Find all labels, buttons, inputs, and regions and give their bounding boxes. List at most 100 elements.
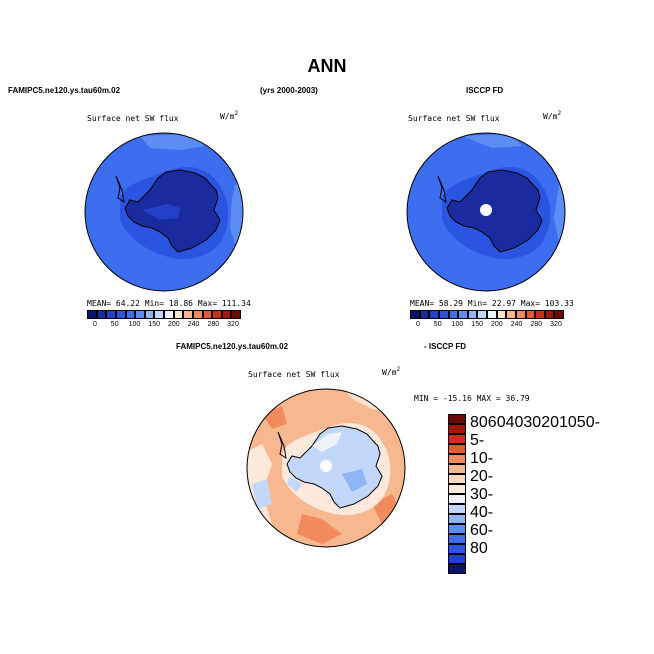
colorbar-swatch [448,524,466,534]
colorbar-swatch [467,310,478,319]
colorbar-swatch [183,310,193,319]
colorbar-tick-label: 150 [148,321,160,328]
colorbar-swatch [448,310,459,319]
colorbar-swatch [448,474,466,484]
colorbar-swatch [106,310,116,319]
colorbar-swatch [448,494,466,504]
model-colorbar [87,310,241,319]
colorbar-swatch [448,444,466,454]
colorbar-tick-label: 60 [487,414,506,431]
obs-header: ISCCP FD [466,86,504,95]
colorbar-tick-label: 10 [558,414,577,431]
obs-panel-label: Surface net SW flux [408,114,500,123]
colorbar-swatch [212,310,222,319]
colorbar-swatch [448,544,466,554]
diff-header-left: FAMIPC5.ne120.ys.tau60m.02 [176,342,289,351]
diff-stats: MIN = -15.16 MAX = 36.79 [414,394,530,403]
colorbar-swatch [125,310,136,319]
colorbar-tick-label: 280 [207,321,220,328]
model-colorbar-ticks: 0 50 100 150 200 240 280 320 [87,321,241,331]
colorbar-tick-label: 50 [110,321,119,328]
colorbar-swatch [496,310,507,319]
colorbar-swatch [554,310,564,319]
colorbar-tick-label: -30 [470,468,494,503]
diff-colorbar [448,414,466,574]
obs-polar-map [406,132,566,292]
colorbar-swatch [448,484,466,494]
colorbar-swatch [448,554,466,564]
colorbar-tick-label: 0 [585,414,595,431]
colorbar-tick-label: 30 [523,414,542,431]
colorbar-swatch [419,310,430,319]
obs-unit: W/m2 [543,110,562,121]
colorbar-tick-label: 100 [451,321,464,328]
diff-polar-map [246,388,406,548]
diff-header-right: - ISCCP FD [424,342,467,351]
colorbar-tick-label: 0 [416,321,420,328]
colorbar-swatch [438,310,449,319]
colorbar-tick-label: 0 [93,321,97,328]
colorbar-tick-label: 320 [550,321,562,328]
colorbar-swatch [525,310,536,319]
colorbar-swatch [173,310,184,319]
colorbar-swatch [458,310,468,319]
colorbar-tick-label: -40 [470,486,494,521]
colorbar-tick-label: 150 [471,321,483,328]
obs-colorbar-ticks: 0 50 100 150 200 240 280 320 [410,321,564,331]
colorbar-swatch [487,310,497,319]
model-unit: W/m2 [220,110,239,121]
colorbar-swatch [515,310,526,319]
colorbar-swatch [544,310,555,319]
colorbar-swatch [506,310,516,319]
colorbar-tick-label: 240 [187,321,200,328]
colorbar-swatch [154,310,164,319]
diff-unit: W/m2 [382,366,401,377]
colorbar-tick-label: 240 [510,321,523,328]
colorbar-swatch [192,310,203,319]
colorbar-tick-label: -10 [470,432,488,467]
model-case-header: FAMIPC5.ne120.ys.tau60m.02 [8,86,121,95]
colorbar-tick-label: 100 [128,321,141,328]
colorbar-tick-label: 320 [227,321,239,328]
obs-colorbar [410,310,564,319]
colorbar-tick-label: 200 [168,321,180,328]
colorbar-tick-label: -80 [470,522,494,557]
colorbar-tick-label: 5 [576,414,586,431]
colorbar-swatch [429,310,439,319]
colorbar-tick-label: 40 [505,414,524,431]
figure-title: ANN [307,56,347,76]
model-polar-map [84,132,244,292]
colorbar-swatch [96,310,107,319]
colorbar-tick-label: -5 [470,414,600,449]
obs-stats: MEAN= 58.29 Min= 22.97 Max= 103.33 [410,299,574,308]
colorbar-swatch [164,310,174,319]
colorbar-swatch [410,310,420,319]
colorbar-tick-label: -60 [470,504,494,539]
diff-panel-label: Surface net SW flux [248,370,340,379]
diff-colorbar-ticks: 80604030201050-5-10-20-30-40-60-80 [470,414,600,557]
colorbar-swatch [448,464,466,474]
colorbar-swatch [448,564,466,574]
colorbar-swatch [477,310,487,319]
colorbar-swatch [231,310,241,319]
years-header: (yrs 2000-2003) [260,86,318,95]
colorbar-tick-label: 80 [470,414,488,431]
colorbar-swatch [448,454,466,464]
colorbar-swatch [448,514,466,524]
colorbar-swatch [144,310,155,319]
colorbar-tick-label: 200 [491,321,503,328]
colorbar-swatch [448,504,466,514]
colorbar-tick-label: 280 [530,321,543,328]
colorbar-swatch [448,414,466,424]
model-panel-label: Surface net SW flux [87,114,179,123]
colorbar-swatch [221,310,232,319]
colorbar-tick-label: 50 [433,321,442,328]
colorbar-tick-label: -20 [470,450,494,485]
colorbar-swatch [448,534,466,544]
colorbar-swatch [135,310,145,319]
colorbar-swatch [87,310,97,319]
colorbar-swatch [535,310,545,319]
colorbar-tick-label: 20 [541,414,559,431]
model-stats: MEAN= 64.22 Min= 18.86 Max= 111.34 [87,299,251,308]
colorbar-swatch [202,310,213,319]
